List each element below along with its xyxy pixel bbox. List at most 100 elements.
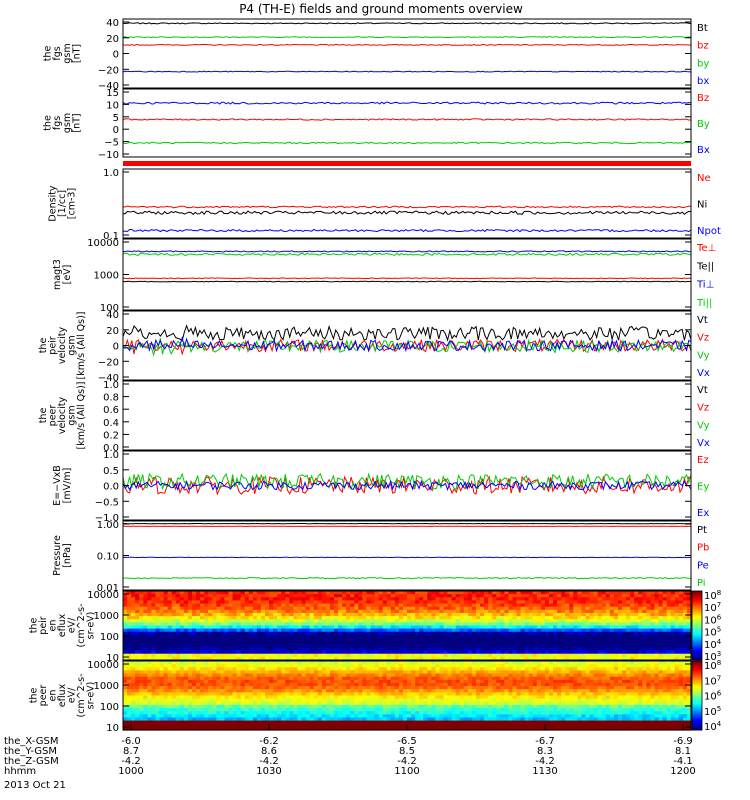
spectrogram-cell (309, 695, 315, 700)
colorbar-cell (692, 632, 702, 635)
spectrogram-cell (163, 647, 169, 652)
spectrogram-cell (159, 638, 165, 642)
spectrogram-cell (313, 644, 319, 649)
spectrogram-cell (386, 641, 392, 645)
spectrogram-cell (171, 679, 177, 684)
spectrogram-cell (382, 656, 388, 661)
spectrogram-cell (427, 616, 432, 620)
spectrogram-cell (504, 670, 510, 675)
spectrogram-cell (626, 650, 631, 655)
spectrogram-cell (589, 664, 595, 668)
spectrogram-cell (488, 689, 493, 693)
spectrogram-cell (382, 594, 388, 598)
spectrogram-cell (147, 695, 152, 700)
spectrogram-cell (540, 622, 546, 627)
spectrogram-cell (289, 628, 294, 633)
spectrogram-cell (155, 679, 161, 684)
spectrogram-cell (439, 689, 445, 693)
spectrogram-cell (333, 622, 339, 627)
spectrogram-cell (402, 656, 408, 661)
spectrogram-cell (155, 676, 161, 681)
spectrogram-cell (350, 591, 355, 595)
spectrogram-cell (516, 661, 522, 665)
spectrogram-cell (301, 653, 307, 658)
spectrogram-cell (212, 692, 217, 697)
spectrogram-cell (305, 628, 311, 633)
spectrogram-cell (402, 600, 408, 605)
spectrogram-cell (561, 686, 566, 690)
spectrogram-cell (682, 650, 688, 655)
spectrogram-cell (650, 682, 656, 687)
spectrogram-cell (212, 591, 217, 595)
colorbar-cell (692, 609, 702, 613)
spectrogram-cell (179, 631, 185, 636)
spectrogram-cell (630, 653, 635, 658)
spectrogram-cell (127, 597, 132, 602)
spectrogram-cell (256, 612, 262, 617)
spectrogram-cell (642, 673, 647, 678)
spectrogram-cell (407, 679, 412, 684)
spectrogram-cell (504, 609, 510, 614)
spectrogram-cell (228, 606, 234, 611)
spectrogram-cell (609, 656, 615, 661)
spectrogram-cell (240, 631, 246, 636)
spectrogram-cell (642, 653, 647, 658)
spectrogram-cell (240, 695, 246, 700)
spectrogram-cell (175, 603, 181, 608)
spectrogram-cell (325, 656, 331, 661)
series-line-0 (122, 475, 692, 496)
spectrogram-cell (411, 656, 416, 661)
spectrogram-cell (617, 628, 623, 633)
spectrogram-cell (646, 594, 652, 598)
spectrogram-cell (252, 628, 258, 633)
spectrogram-cell (370, 641, 376, 645)
spectrogram-cell (325, 638, 331, 642)
spectrogram-cell (630, 650, 635, 655)
spectrogram-cell (183, 625, 189, 630)
y-tick-label: 0.01 (97, 583, 119, 594)
spectrogram-cell (597, 682, 603, 687)
spectrogram-cell (609, 641, 615, 645)
spectrogram-cell (504, 695, 510, 700)
spectrogram-cell (143, 692, 148, 697)
spectrogram-cell (536, 682, 542, 687)
spectrogram-cell (248, 628, 254, 633)
spectrogram-cell (415, 616, 420, 620)
spectrogram-cell (354, 676, 359, 681)
spectrogram-cell (593, 689, 599, 693)
spectrogram-cell (658, 647, 664, 652)
spectrogram-cell (204, 631, 209, 636)
spectrogram-cell (662, 653, 668, 658)
spectrogram-cell (252, 650, 258, 655)
spectrogram-cell (549, 594, 554, 598)
spectrogram-cell (143, 619, 148, 623)
spectrogram-cell (678, 653, 684, 658)
spectrogram-cell (317, 679, 323, 684)
spectrogram-cell (686, 606, 692, 611)
spectrogram-cell (123, 653, 128, 658)
spectrogram-cell (682, 656, 688, 661)
spectrogram-cell (626, 673, 631, 678)
spectrogram-cell (220, 695, 226, 700)
spectrogram-cell (642, 616, 647, 620)
spectrogram-cell (329, 656, 335, 661)
spectrogram-cell (305, 625, 311, 630)
spectrogram-cell (183, 628, 189, 633)
spectrogram-cell (204, 667, 209, 672)
spectrogram-cell (484, 667, 489, 672)
spectrogram-cell (674, 606, 680, 611)
spectrogram-cell (301, 631, 307, 636)
spectrogram-cell (455, 606, 461, 611)
spectrogram-cell (524, 667, 530, 672)
spectrogram-cell (577, 673, 583, 678)
spectrogram-cell (208, 692, 213, 697)
panel-frame (122, 380, 692, 451)
colorbar-cell (692, 599, 702, 602)
spectrogram-cell (581, 689, 587, 693)
spectrogram-cell (163, 692, 169, 697)
spectrogram-cell (293, 597, 299, 602)
spectrogram-cell (273, 606, 278, 611)
spectrogram-cell (204, 656, 209, 661)
spectrogram-cell (504, 676, 510, 681)
